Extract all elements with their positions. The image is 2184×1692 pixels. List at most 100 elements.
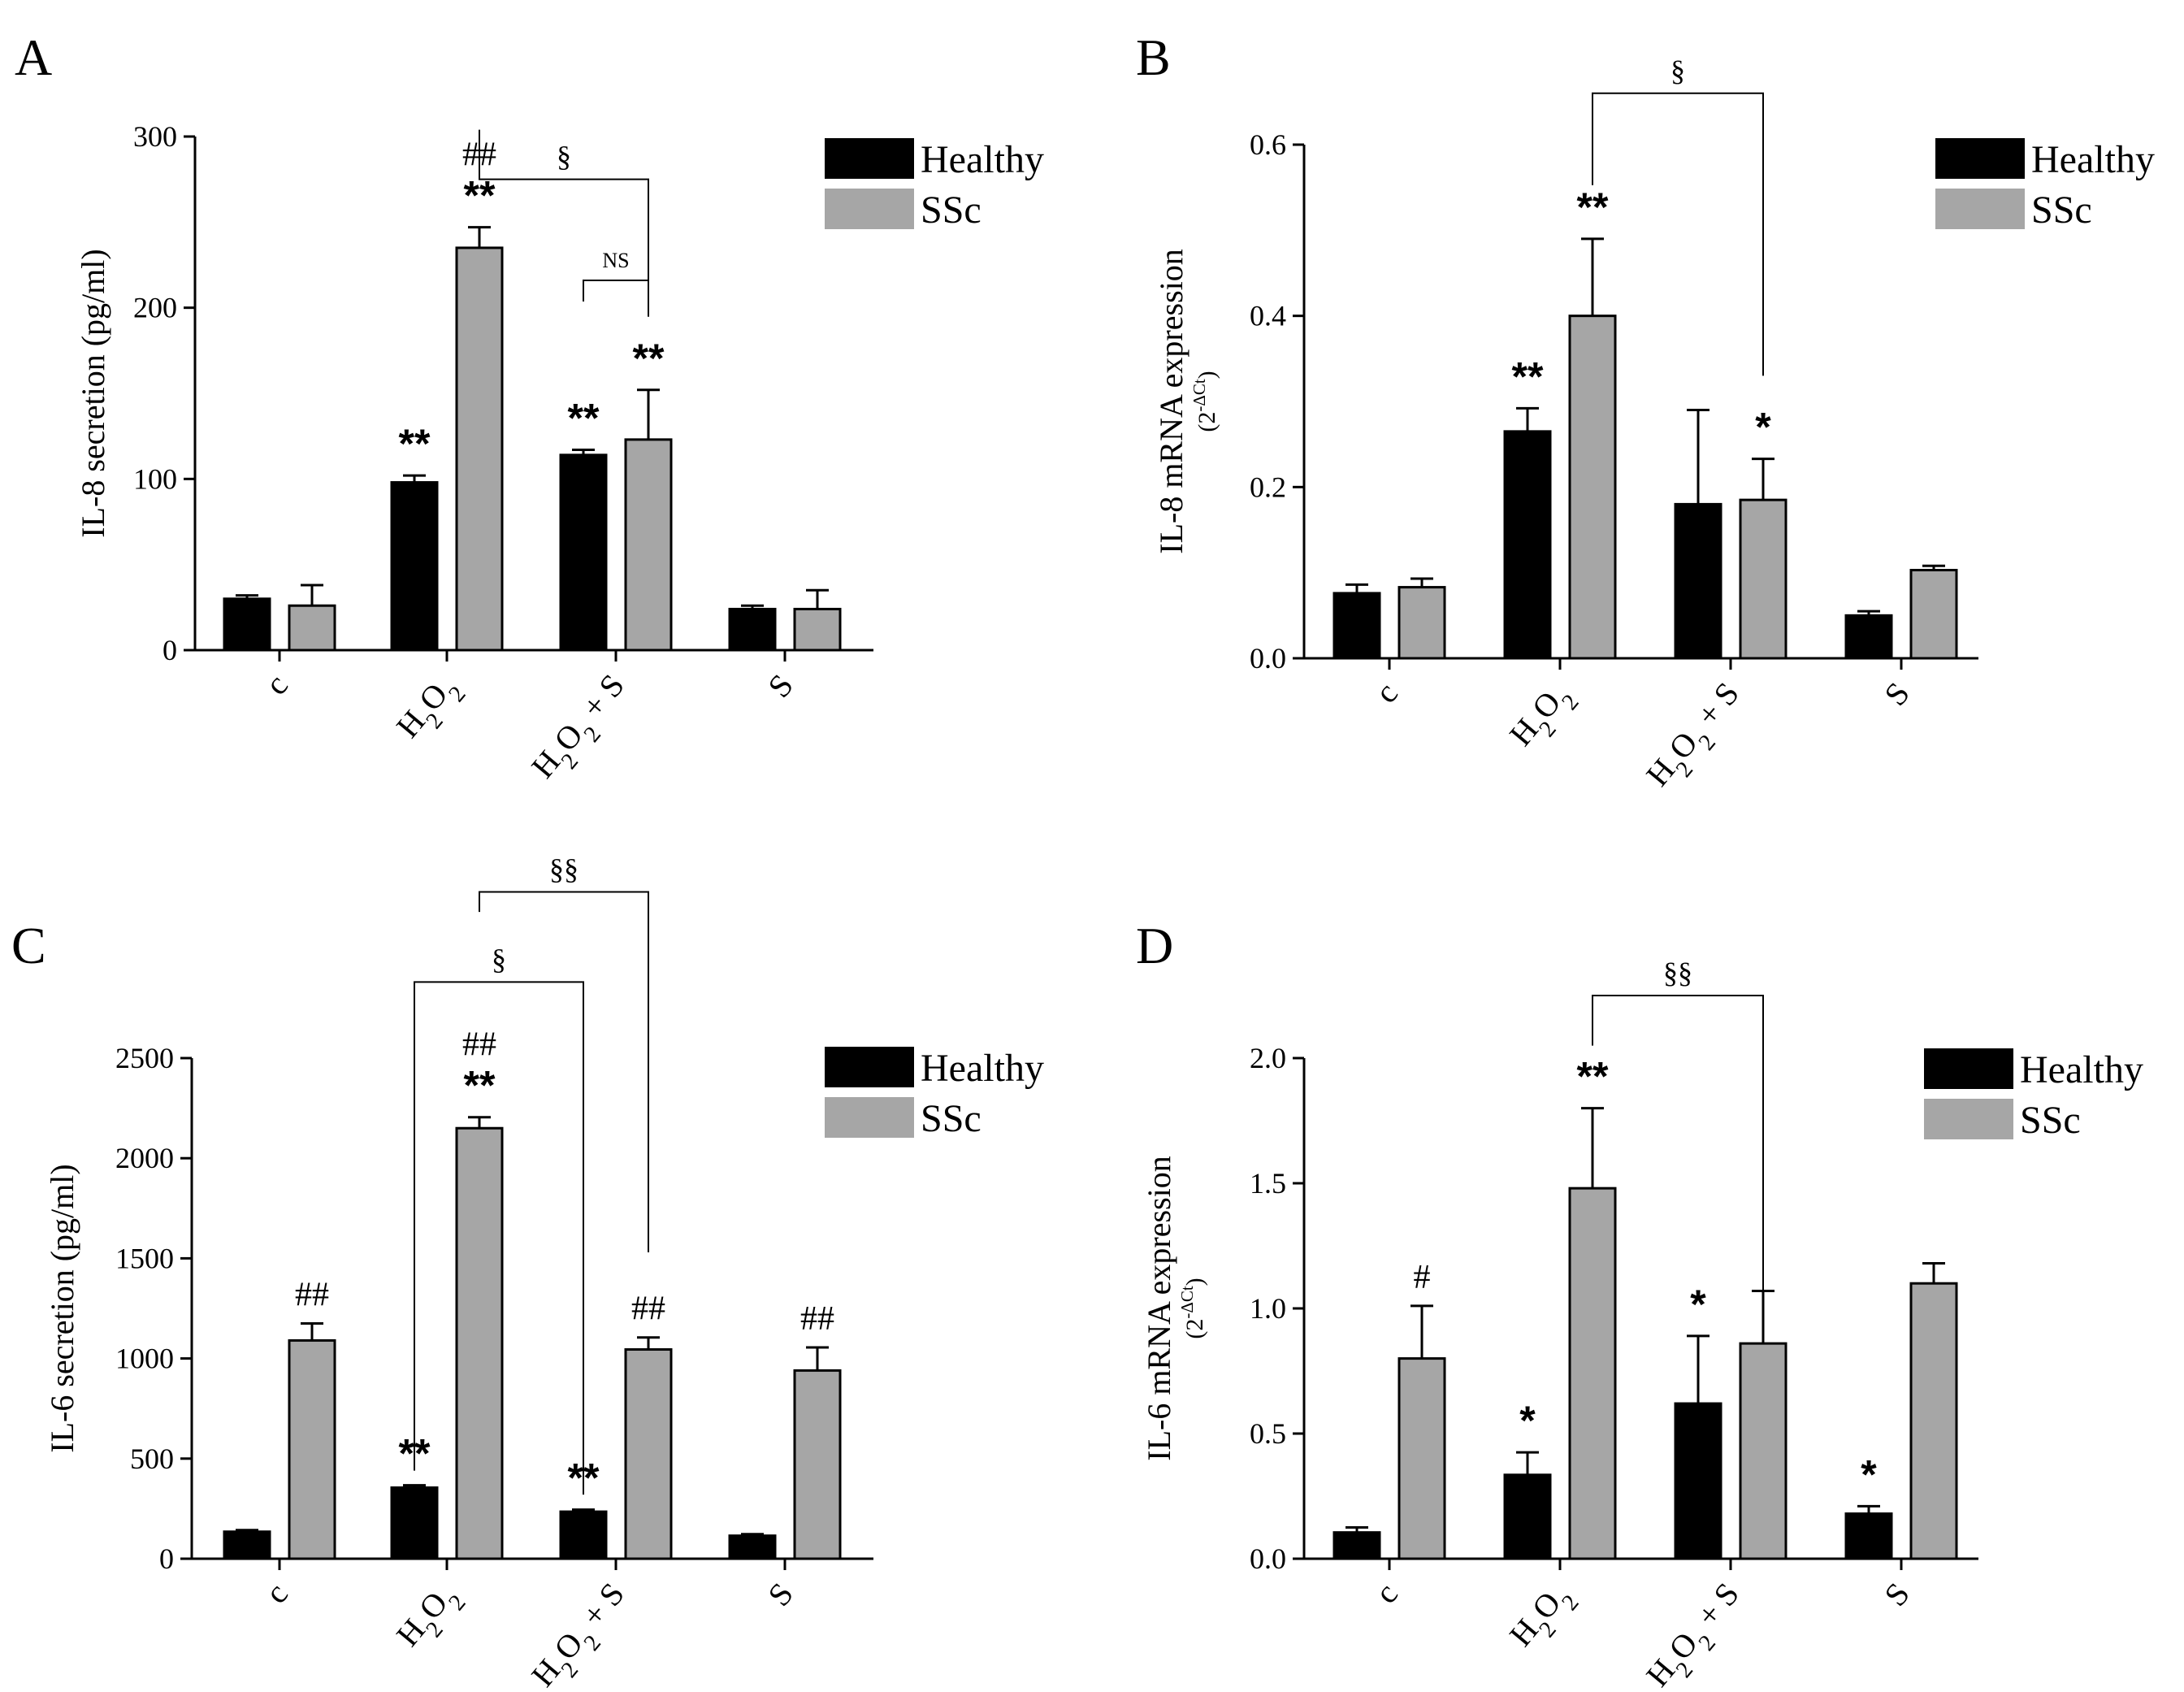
- panel-letter: C: [11, 917, 46, 974]
- y-tick-label: 1000: [115, 1343, 174, 1375]
- significance-star: *: [1755, 405, 1771, 450]
- significance-star: **: [633, 336, 665, 381]
- legend-swatch-ssc: [825, 1097, 914, 1138]
- label-part: c: [258, 1576, 295, 1611]
- bar-ssc: [624, 1348, 673, 1560]
- significance-star: **: [1577, 1054, 1609, 1100]
- significance-hash: ##: [631, 1291, 665, 1328]
- bar-ssc: [288, 604, 336, 652]
- label-part: H: [389, 1612, 432, 1653]
- significance-bracket: [583, 279, 649, 302]
- significance-bracket: [479, 891, 649, 1253]
- panel-letter: B: [1136, 28, 1171, 86]
- label-part: H: [524, 1652, 567, 1692]
- bar-healthy: [1503, 430, 1552, 660]
- legend: Healthy SSc: [1924, 1048, 2143, 1142]
- bar-healthy: [1844, 1512, 1893, 1560]
- bar-healthy: [728, 607, 777, 652]
- label-part: O: [1662, 725, 1705, 766]
- y-tick-label: 2000: [115, 1142, 174, 1174]
- bar-ssc: [1909, 569, 1958, 660]
- significance-star: **: [1577, 184, 1609, 230]
- label-part: H: [1639, 1652, 1682, 1692]
- legend-label-ssc: SSc: [921, 1097, 982, 1140]
- legend: Healthy SSc: [1935, 138, 2155, 232]
- legend-label-healthy: Healthy: [2031, 138, 2155, 181]
- panel-c: C 0 500 1000 1500 2000 2500 IL-6 secretion (pg/…: [11, 853, 1044, 1692]
- y-tick-label: 0: [159, 1542, 174, 1575]
- x-tick-label: H2O2: [1502, 1576, 1584, 1660]
- label-part: O: [547, 717, 590, 758]
- y-tick-label: 100: [133, 462, 177, 495]
- y-axis-sublabel: (2-ΔCt): [1177, 1278, 1208, 1338]
- x-tick-label: c: [258, 1576, 295, 1611]
- significance-star: *: [1690, 1282, 1706, 1327]
- significance-bracket: [1592, 92, 1764, 376]
- bar-ssc: [1909, 1282, 1958, 1560]
- significance-bracket: [1592, 995, 1764, 1301]
- bar-healthy: [1674, 1402, 1722, 1560]
- x-tick-label: H2O2 + S: [1639, 675, 1755, 800]
- significance-bracket: [479, 129, 649, 317]
- label-part: + S: [1684, 1576, 1746, 1640]
- y-tick-label: 0.2: [1250, 471, 1286, 503]
- label-part: O: [412, 676, 455, 718]
- bar-healthy: [559, 1510, 608, 1560]
- x-tick-label: H2O2: [389, 1576, 471, 1660]
- label-part: H: [524, 744, 567, 785]
- label-part: H: [1502, 711, 1545, 753]
- superscript: -ΔCt: [1190, 379, 1209, 412]
- bar-ssc: [1739, 1342, 1788, 1560]
- y-axis-label: IL-8 secretion (pg/ml): [75, 249, 111, 537]
- legend-swatch-healthy: [825, 1047, 914, 1087]
- bar-ssc: [1568, 315, 1617, 660]
- bar-healthy: [559, 453, 608, 652]
- panel-letter: A: [15, 28, 52, 86]
- significance-bracket: [414, 981, 584, 1495]
- label-part: S: [760, 667, 800, 705]
- label-part: ): [1194, 371, 1220, 379]
- bar-healthy: [390, 1486, 439, 1560]
- legend-label-ssc: SSc: [921, 189, 982, 232]
- superscript: -ΔCt: [1177, 1286, 1197, 1319]
- bar-healthy: [223, 1530, 271, 1560]
- label-part: O: [1525, 1585, 1568, 1626]
- label-part: c: [258, 667, 295, 702]
- bracket-label: §: [557, 141, 571, 173]
- label-part: + S: [570, 667, 631, 731]
- x-tick-label: S: [760, 1576, 800, 1613]
- y-axis-label: IL-6 mRNA expression: [1141, 1156, 1177, 1461]
- significance-hash: ##: [462, 1026, 496, 1064]
- y-tick-label: 0.5: [1250, 1417, 1286, 1450]
- bar-healthy: [1844, 614, 1893, 660]
- legend-swatch-healthy: [1935, 138, 2025, 179]
- label-part: (2: [1194, 412, 1220, 432]
- label-part: O: [412, 1585, 455, 1626]
- x-tick-label: H2O2 + S: [524, 667, 640, 792]
- x-tick-label: H2O2: [389, 667, 471, 752]
- legend-label-healthy: Healthy: [2020, 1048, 2143, 1091]
- legend-swatch-ssc: [1935, 189, 2025, 229]
- legend-label-ssc: SSc: [2020, 1099, 2081, 1142]
- significance-star: **: [399, 421, 431, 466]
- significance-hash: ##: [800, 1300, 834, 1338]
- label-part: + S: [1684, 675, 1746, 740]
- x-tick-label: c: [1367, 675, 1405, 710]
- bracket-label: §§: [549, 853, 578, 885]
- legend-swatch-healthy: [1924, 1048, 2013, 1089]
- bar-healthy: [1332, 1531, 1381, 1560]
- panel-letter: D: [1136, 917, 1173, 974]
- bar-ssc: [793, 1369, 842, 1560]
- x-tick-label: c: [1367, 1576, 1405, 1611]
- y-tick-label: 200: [133, 292, 177, 324]
- significance-star: **: [464, 1063, 496, 1108]
- label-part: + S: [570, 1576, 631, 1640]
- legend-label-healthy: Healthy: [921, 1047, 1044, 1090]
- label-part: O: [1525, 684, 1568, 726]
- y-tick-label: 1.5: [1250, 1167, 1286, 1200]
- bar-healthy: [390, 481, 439, 652]
- bar-ssc: [1739, 498, 1788, 660]
- bar-ssc: [288, 1338, 336, 1560]
- significance-star: *: [1861, 1451, 1877, 1497]
